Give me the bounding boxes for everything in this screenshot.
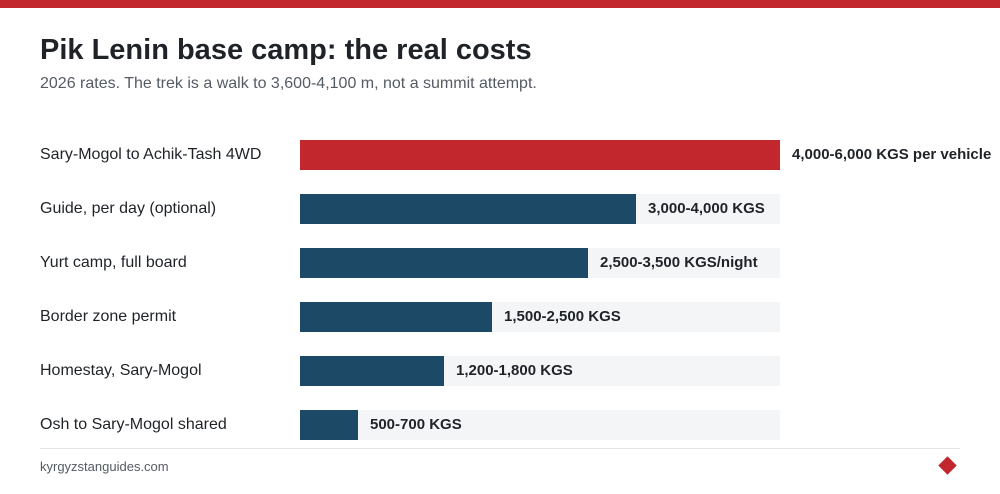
footer-divider [40,448,960,449]
chart-subtitle: 2026 rates. The trek is a walk to 3,600-… [40,75,537,92]
bar-row: Border zone permit 1,500-2,500 KGS [0,302,1000,332]
bar [300,248,588,278]
bar-track [300,410,780,440]
value-label: 500-700 KGS [370,416,462,433]
category-label: Sary-Mogol to Achik-Tash 4WD [40,146,262,163]
bar [300,302,492,332]
category-label: Border zone permit [40,308,177,325]
bar-row: Yurt camp, full board 2,500-3,500 KGS/nig… [0,248,1000,278]
value-label: 1,500-2,500 KGS [504,308,621,325]
category-label: Homestay, Sary-Mogol [40,362,202,379]
category-label: Yurt camp, full board [40,254,187,271]
bar [300,140,780,170]
value-label: 1,200-1,800 KGS [456,362,573,379]
bar-row: Sary-Mogol to Achik-Tash 4WD 4,000-6,000 … [0,140,1000,170]
bar-row: Guide, per day (optional) 3,000-4,000 KGS [0,194,1000,224]
value-label: 3,000-4,000 KGS [648,200,765,217]
bar [300,356,444,386]
value-label: 2,500-3,500 KGS/night [600,254,758,271]
source-credit: kyrgyzstanguides.com [40,459,169,474]
bar [300,410,358,440]
category-label: Osh to Sary-Mogol shared [40,416,227,433]
bar-row: Homestay, Sary-Mogol 1,200-1,800 KGS [0,356,1000,386]
accent-top-bar [0,0,1000,8]
value-label: 4,000-6,000 KGS per vehicle [792,146,992,163]
chart-title: Pik Lenin base camp: the real costs [40,34,532,66]
category-label: Guide, per day (optional) [40,200,217,217]
bar [300,194,636,224]
bar-row: Osh to Sary-Mogol shared 500-700 KGS [0,410,1000,440]
